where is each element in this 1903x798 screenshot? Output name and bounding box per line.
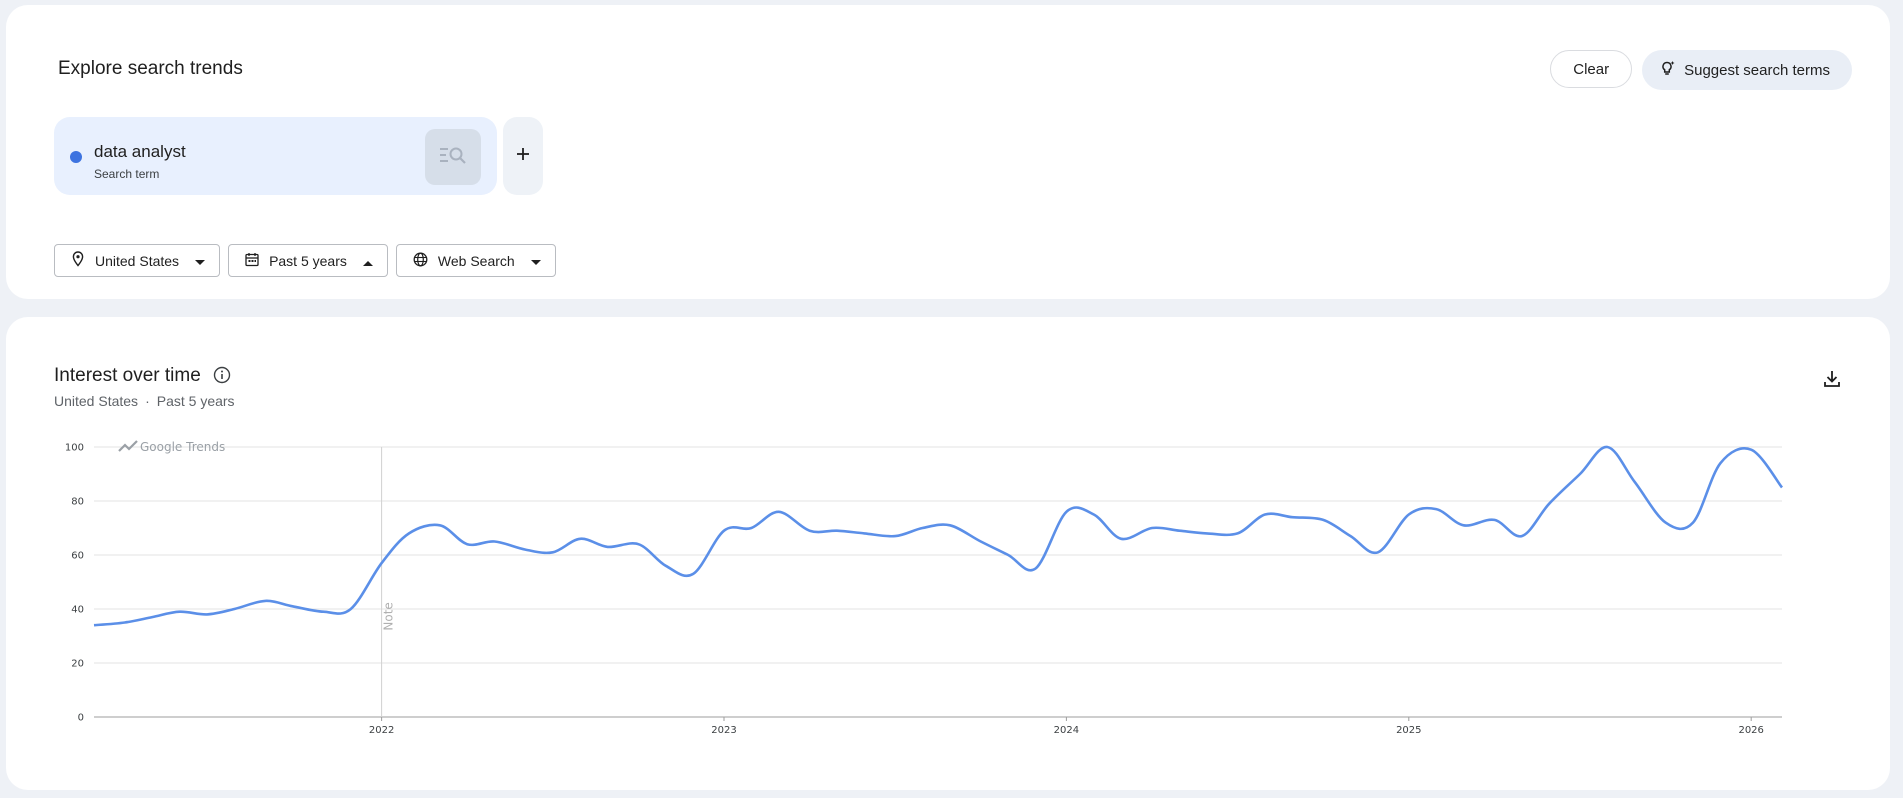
x-tick-label: 2022: [369, 725, 394, 736]
clear-button[interactable]: Clear: [1550, 50, 1633, 88]
property-value: Web Search: [437, 252, 515, 269]
globe-icon: [413, 252, 428, 270]
property-filter[interactable]: Web Search: [395, 244, 556, 277]
y-tick-label: 0: [78, 713, 84, 724]
time-value: Past 5 years: [269, 252, 347, 269]
caret-down-icon: [530, 253, 541, 269]
location-pin-icon: [71, 251, 85, 270]
x-tick-label: 2025: [1396, 725, 1421, 736]
interest-subtitle: United States · Past 5 years: [54, 393, 235, 409]
y-tick-label: 20: [71, 659, 84, 670]
chart-series: [93, 445, 1784, 627]
suggest-search-terms-button[interactable]: Suggest search terms: [1642, 50, 1852, 90]
watermark-label: Google Trends: [140, 440, 225, 454]
chart-note: Note: [381, 447, 396, 717]
chart-axes: 0 20 40 60 80 100 2022 2023 2024 2025 2026: [65, 443, 1782, 736]
interest-title: Interest over time: [54, 365, 201, 386]
subtitle-location: United States: [54, 393, 139, 409]
explore-title: Explore search trends: [58, 58, 243, 79]
add-term-button[interactable]: [503, 117, 543, 195]
y-tick-label: 60: [71, 551, 84, 562]
x-tick-label: 2024: [1054, 725, 1079, 736]
suggest-label: Suggest search terms: [1684, 61, 1830, 79]
google-trends-watermark: Google Trends: [118, 440, 225, 454]
explore-card: Explore search trends Clear Suggest sear…: [6, 5, 1890, 299]
y-tick-label: 40: [71, 605, 84, 616]
chart-gridlines: [94, 446, 1782, 664]
x-tick-label: 2026: [1738, 725, 1763, 736]
caret-down-icon: [195, 253, 206, 269]
suggest-bulb-icon: [1660, 60, 1676, 80]
location-value: United States: [95, 252, 180, 269]
term-type: Search term: [94, 167, 160, 181]
top-actions: Clear Suggest search terms: [1550, 50, 1852, 90]
list-search-icon: [438, 144, 468, 171]
x-tick-label: 2023: [711, 725, 736, 736]
interest-over-time-card: Interest over time United States · Past 5 …: [6, 317, 1890, 790]
calendar-icon: [245, 252, 259, 270]
search-term-chip[interactable]: data analyst Search term: [54, 117, 497, 195]
info-icon[interactable]: [213, 366, 231, 389]
note-label[interactable]: Note: [382, 602, 396, 630]
subtitle-separator: ·: [145, 393, 150, 409]
series-line-data-analyst[interactable]: [93, 445, 1784, 627]
caret-up-icon: [362, 253, 373, 269]
y-tick-label: 80: [71, 497, 84, 508]
y-tick-label: 100: [65, 443, 84, 454]
time-filter[interactable]: Past 5 years: [228, 244, 388, 277]
term-search-button[interactable]: [425, 129, 481, 185]
term-color-dot: [70, 151, 82, 163]
filters-bar: United States Past 5 years: [54, 244, 556, 277]
subtitle-time: Past 5 years: [156, 393, 235, 409]
trend-arrow-icon: [118, 440, 138, 452]
plus-icon: [515, 146, 531, 167]
location-filter[interactable]: United States: [54, 244, 221, 277]
interest-line-chart: 0 20 40 60 80 100 2022 2023 2024 2025 2026 Google …: [65, 440, 1784, 736]
download-icon[interactable]: [1822, 369, 1842, 394]
term-name: data analyst: [94, 142, 186, 161]
